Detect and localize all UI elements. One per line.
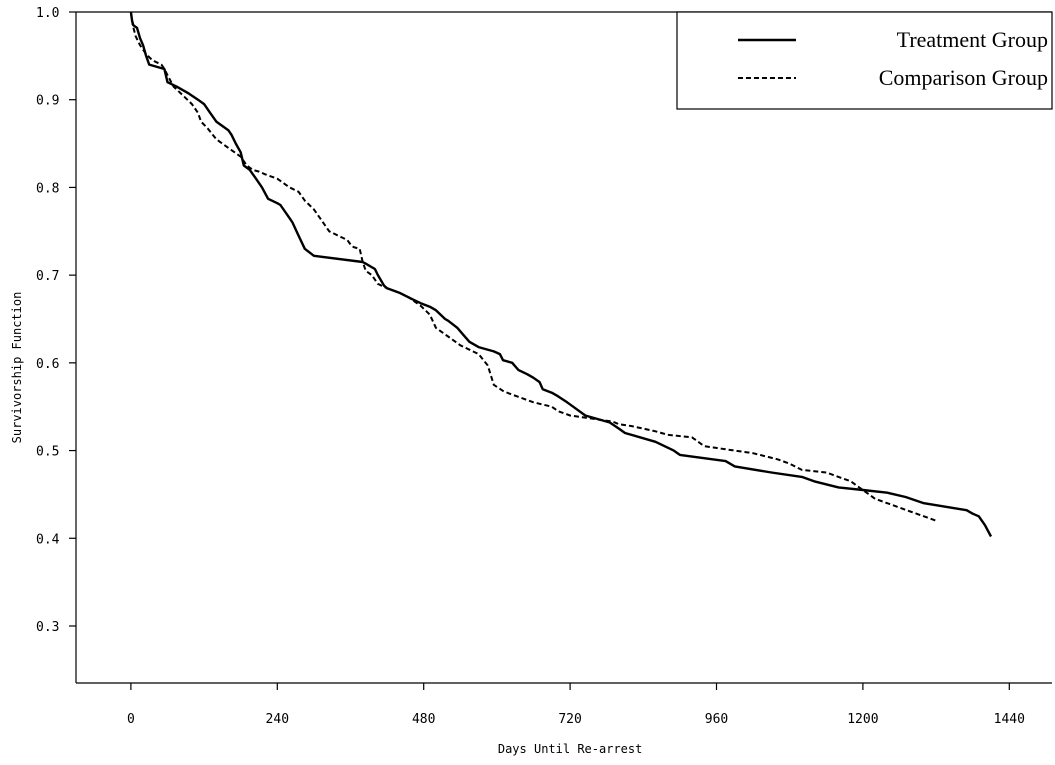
x-tick-label: 960 <box>705 712 728 727</box>
x-tick-label: 0 <box>127 712 135 727</box>
y-tick-label: 0.5 <box>36 445 59 460</box>
y-tick-label: 0.4 <box>36 532 60 547</box>
comparison-series-line <box>129 11 937 522</box>
x-axis: 0 240 480 720 960 1200 1440 <box>127 683 1025 727</box>
y-tick-label: 0.8 <box>36 181 59 196</box>
x-tick-label: 1440 <box>994 712 1025 727</box>
legend-comparison-label: Comparison Group <box>879 65 1048 90</box>
x-tick-label: 240 <box>266 712 289 727</box>
plot-frame <box>75 11 1052 684</box>
legend-box <box>676 11 1053 110</box>
y-tick-label: 0.3 <box>36 620 59 635</box>
y-axis: 0.3 0.4 0.5 0.6 0.7 0.8 0.9 1.0 <box>36 6 76 635</box>
treatment-series-line <box>129 11 993 538</box>
y-tick-label: 0.9 <box>36 94 59 109</box>
y-tick-label: 0.6 <box>36 357 59 372</box>
y-axis-title: Survivorship Function <box>10 292 24 444</box>
y-tick-label: 1.0 <box>36 6 59 21</box>
legend-treatment-label: Treatment Group <box>897 27 1048 52</box>
legend: Treatment Group Comparison Group <box>676 11 1053 110</box>
x-tick-label: 720 <box>558 712 581 727</box>
series-layer <box>129 11 993 538</box>
x-tick-label: 480 <box>412 712 435 727</box>
x-axis-title: Days Until Re-arrest <box>498 742 643 756</box>
x-tick-label: 1200 <box>847 712 878 727</box>
y-tick-label: 0.7 <box>36 269 59 284</box>
